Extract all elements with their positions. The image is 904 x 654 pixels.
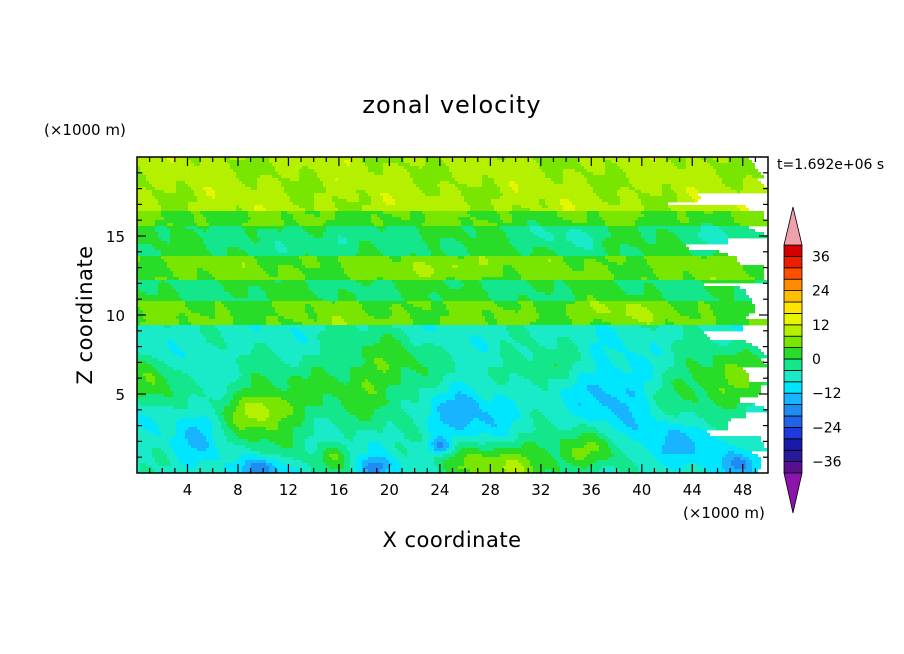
x-tick-label: 16 bbox=[329, 481, 348, 499]
y-axis-label: Z coordinate bbox=[73, 245, 97, 384]
colorbar-segment bbox=[783, 301, 803, 314]
colorbar-segment bbox=[783, 392, 803, 406]
colorbar-label: −24 bbox=[812, 420, 842, 436]
colorbar-label: 36 bbox=[812, 249, 830, 265]
x-tick-label: 4 bbox=[183, 481, 193, 499]
colorbar-segment bbox=[783, 312, 803, 326]
colorbar-segment bbox=[783, 449, 803, 463]
colorbar-label: 12 bbox=[812, 318, 830, 334]
x-tick-label: 8 bbox=[233, 481, 243, 499]
y-axis: 5 10 15 bbox=[106, 172, 768, 458]
x-tick-label: 12 bbox=[279, 481, 298, 499]
colorbar-segment bbox=[783, 255, 803, 269]
colorbar-segment bbox=[783, 324, 803, 337]
x-tick-label: 32 bbox=[531, 481, 550, 499]
x-tick-label: 20 bbox=[380, 481, 399, 499]
x-tick-label: 40 bbox=[632, 481, 651, 499]
x-tick-label: 48 bbox=[733, 481, 752, 499]
colorbar-segment bbox=[783, 244, 803, 257]
x-axis: 4 8 12 16 20 24 28 32 36 40 44 48 bbox=[149, 157, 756, 499]
colorbar-segment bbox=[783, 290, 803, 303]
y-tick-label: 10 bbox=[106, 307, 125, 325]
x-axis-label: X coordinate bbox=[382, 528, 521, 552]
chart-title: zonal velocity bbox=[362, 91, 541, 119]
colorbar-segment bbox=[783, 461, 803, 474]
y-axis-unit: (×1000 m) bbox=[44, 121, 126, 139]
y-tick-label: 15 bbox=[106, 228, 125, 246]
contour-plot-area bbox=[137, 157, 767, 474]
colorbar-segment bbox=[783, 278, 803, 292]
y-tick-label: 5 bbox=[115, 386, 125, 404]
x-tick-label: 24 bbox=[430, 481, 449, 499]
colorbar-over-arrow bbox=[783, 206, 803, 246]
colorbar-label: 0 bbox=[812, 352, 821, 368]
x-axis-unit: (×1000 m) bbox=[683, 504, 765, 522]
colorbar-segment bbox=[783, 369, 803, 383]
colorbar-segment bbox=[783, 267, 803, 280]
x-tick-label: 44 bbox=[683, 481, 702, 499]
x-tick-label: 36 bbox=[582, 481, 601, 499]
colorbar-segment bbox=[783, 358, 803, 371]
colorbar-label: −36 bbox=[812, 455, 842, 471]
x-tick-label: 28 bbox=[481, 481, 500, 499]
colorbar-segment bbox=[783, 438, 803, 451]
colorbar-segment bbox=[783, 415, 803, 428]
colorbar-label: 24 bbox=[812, 284, 830, 300]
colorbar-segment bbox=[783, 426, 803, 440]
colorbar-segment bbox=[783, 335, 803, 349]
colorbar-segment bbox=[783, 381, 803, 394]
colorbar-label: −12 bbox=[812, 386, 842, 402]
colorbar: 36 24 12 0 −12 −24 −36 bbox=[783, 206, 842, 514]
colorbar-under-arrow bbox=[783, 472, 803, 514]
time-label: t=1.692e+06 s bbox=[777, 157, 884, 173]
colorbar-segment bbox=[783, 347, 803, 360]
colorbar-segment bbox=[783, 404, 803, 417]
